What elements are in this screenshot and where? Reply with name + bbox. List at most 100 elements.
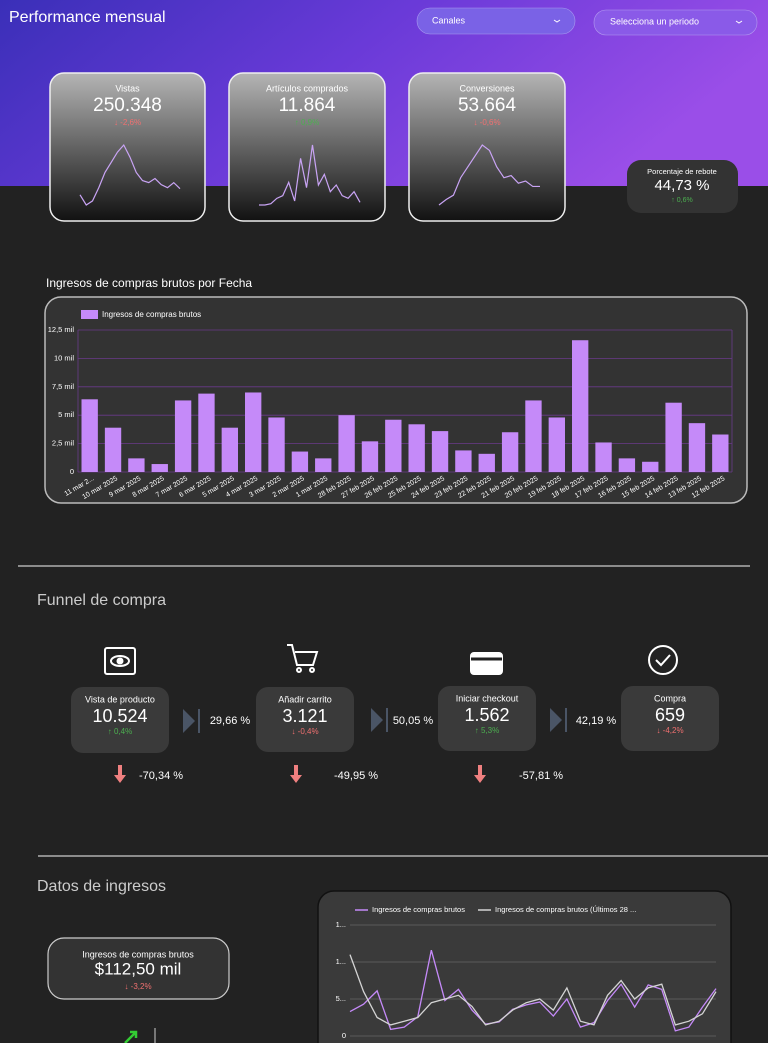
bar xyxy=(291,451,309,472)
y-tick-label: 0 xyxy=(70,467,74,476)
bar xyxy=(315,458,332,472)
filter-label: Selecciona un periodo xyxy=(610,16,699,26)
bar xyxy=(431,431,449,472)
kpi-card xyxy=(228,72,386,222)
section-title: Datos de ingresos xyxy=(37,878,166,895)
funnel-step xyxy=(438,686,536,751)
y-tick-label: 7,5 mil xyxy=(52,382,74,391)
kpi-label: Artículos comprados xyxy=(266,83,349,93)
y-tick-label: 1... xyxy=(336,920,346,929)
filter-dropdown[interactable]: Selecciona un periodo xyxy=(593,9,758,36)
y-tick-label: 12,5 mil xyxy=(48,325,75,334)
bar xyxy=(268,417,285,472)
bar xyxy=(361,441,379,472)
chart-frame xyxy=(317,890,732,1043)
bar xyxy=(642,461,659,472)
bar xyxy=(501,432,519,472)
kpi-card xyxy=(408,72,566,222)
funnel-value: 659 xyxy=(655,705,685,725)
kpi-card xyxy=(627,160,738,213)
y-tick-label: 5 mil xyxy=(58,410,74,419)
bar xyxy=(548,417,565,472)
bar xyxy=(385,419,402,472)
funnel-label: Vista de producto xyxy=(85,694,155,704)
kpi-label: Ingresos de compras brutos xyxy=(82,949,194,959)
funnel-label: Iniciar checkout xyxy=(456,693,519,703)
bar xyxy=(151,464,168,472)
bar xyxy=(174,400,192,472)
funnel-icons xyxy=(104,644,678,675)
funnel-step xyxy=(621,686,719,751)
sparkline xyxy=(79,143,181,206)
bar xyxy=(665,402,682,472)
y-tick-label: 0 xyxy=(342,1031,346,1040)
funnel-change: ↑ 0,4% xyxy=(108,727,132,736)
kpi-card xyxy=(47,937,230,1000)
bar xyxy=(408,424,425,472)
funnel-value: 10.524 xyxy=(92,706,147,726)
conversion-rate: 29,66 % xyxy=(210,715,251,727)
kpi-change: ↑ 0,6% xyxy=(671,197,692,204)
bar xyxy=(595,442,612,472)
funnel-label: Añadir carrito xyxy=(278,694,332,704)
funnel-change: ↓ -4,2% xyxy=(656,726,683,735)
kpi-change: ↓ -2,6% xyxy=(114,118,141,127)
bar xyxy=(245,392,262,472)
bar xyxy=(688,423,706,472)
drop-rate: -49,95 % xyxy=(334,770,378,782)
conversion-rate: 50,05 % xyxy=(393,715,434,727)
bar xyxy=(572,340,589,472)
funnel-change: ↓ -0,4% xyxy=(291,727,318,736)
legend-label: Ingresos de compras brutos xyxy=(102,310,201,319)
filter-dropdown[interactable]: Canales xyxy=(416,7,576,35)
legend-label: Ingresos de compras brutos xyxy=(372,905,465,914)
bar xyxy=(81,399,98,472)
sparkline xyxy=(259,144,361,206)
kpi-value: 250.348 xyxy=(93,95,162,116)
funnel-step xyxy=(256,687,354,752)
drop-rate: -57,81 % xyxy=(519,770,563,782)
kpi-label: Vistas xyxy=(115,83,140,93)
drop-arrows xyxy=(114,765,486,783)
sparkline xyxy=(438,144,540,206)
chart-frame xyxy=(44,296,748,504)
kpi-value: 44,73 % xyxy=(654,177,709,194)
page-title: Performance mensual xyxy=(9,9,166,26)
bar xyxy=(221,427,238,472)
bar xyxy=(104,427,122,472)
funnel-value: 1.562 xyxy=(464,705,509,725)
legend-swatch xyxy=(81,310,98,319)
trend-icon xyxy=(124,1030,138,1043)
bar xyxy=(618,458,636,472)
kpi-value: 11.864 xyxy=(279,95,336,116)
kpi-change: ↓ -0,6% xyxy=(473,118,500,127)
conversion-rate: 42,19 % xyxy=(576,715,617,727)
section-title: Funnel de compra xyxy=(37,592,166,609)
kpi-change: ↓ -3,2% xyxy=(124,982,151,991)
kpi-card xyxy=(49,72,206,222)
funnel-label: Compra xyxy=(654,693,686,703)
bar xyxy=(712,434,729,472)
chart-title: Ingresos de compras brutos por Fecha xyxy=(46,276,252,290)
bar xyxy=(198,393,215,472)
funnel-step xyxy=(71,687,169,753)
line-series xyxy=(349,954,717,1026)
funnel-change: ↑ 5,3% xyxy=(475,726,499,735)
line-series xyxy=(349,949,717,1032)
y-tick-label: 5... xyxy=(336,994,346,1003)
bar xyxy=(338,415,355,472)
bar xyxy=(478,453,495,472)
bar xyxy=(525,400,542,472)
kpi-label: Conversiones xyxy=(459,83,515,93)
kpi-change: ↑ 0,9% xyxy=(295,118,319,127)
filter-label: Canales xyxy=(432,15,466,25)
y-tick-label: 1... xyxy=(336,957,346,966)
kpi-label: Porcentaje de rebote xyxy=(647,167,717,176)
funnel-arrows xyxy=(183,708,567,733)
drop-rate: -70,34 % xyxy=(139,770,183,782)
bar xyxy=(455,450,472,472)
y-tick-label: 10 mil xyxy=(54,353,74,362)
bar xyxy=(128,458,145,472)
